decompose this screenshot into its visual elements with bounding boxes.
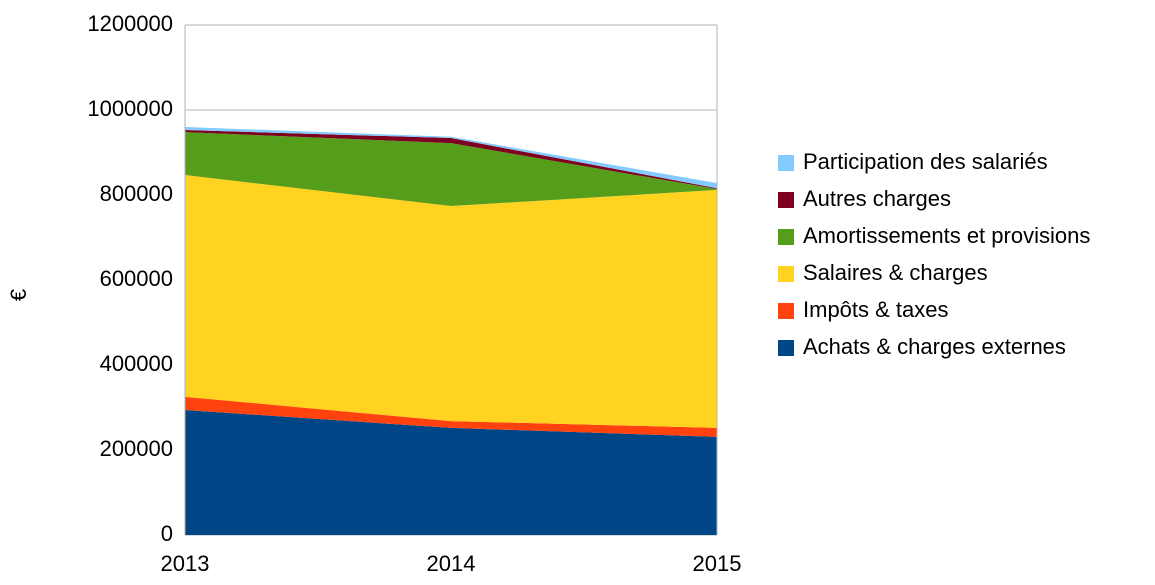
legend-label: Impôts & taxes [803, 297, 949, 322]
legend-swatch [778, 266, 794, 282]
y-tick-label: 400000 [100, 351, 173, 376]
legend-swatch [778, 229, 794, 245]
y-tick-label: 1200000 [87, 11, 173, 36]
area [185, 129, 717, 190]
legend-label: Amortissements et provisions [803, 223, 1090, 248]
legend-label: Participation des salariés [803, 149, 1048, 174]
y-axis-label: € [6, 289, 31, 301]
legend-swatch [778, 303, 794, 319]
area [185, 132, 717, 207]
legend-label: Autres charges [803, 186, 951, 211]
y-tick-label: 600000 [100, 266, 173, 291]
x-tick-label: 2014 [427, 551, 476, 576]
area [185, 175, 717, 428]
y-tick-label: 200000 [100, 436, 173, 461]
y-tick-label: 0 [161, 521, 173, 546]
legend-swatch [778, 340, 794, 356]
legend-label: Salaires & charges [803, 260, 988, 285]
legend-swatch [778, 155, 794, 171]
area [185, 410, 717, 535]
area [185, 396, 717, 437]
y-tick-label: 800000 [100, 181, 173, 206]
x-tick-label: 2015 [693, 551, 742, 576]
legend-label: Achats & charges externes [803, 334, 1066, 359]
y-tick-label: 1000000 [87, 96, 173, 121]
legend-swatch [778, 192, 794, 208]
x-tick-label: 2013 [161, 551, 210, 576]
